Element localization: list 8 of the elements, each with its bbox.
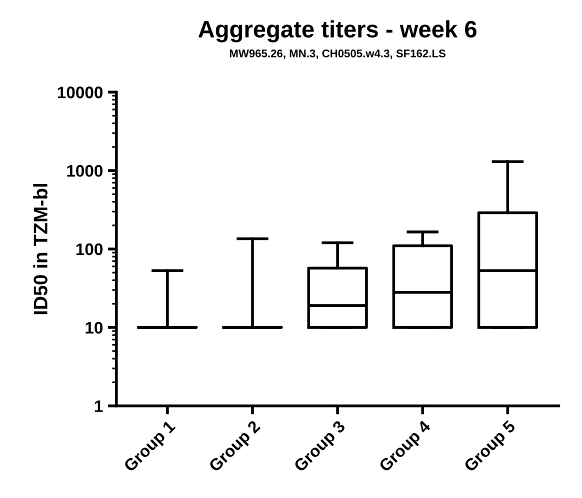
y-tick-label: 100 [76,243,103,256]
chart-subtitle: MW965.26, MN.3, CH0505.w4.3, SF162.LS [230,50,446,59]
y-tick-label: 1000 [67,164,103,177]
y-tick-label: 10000 [58,86,103,98]
y-tick-label: 1 [94,400,103,412]
y-axis-title: ID50 in TZM-bl [33,184,48,314]
y-tick-label: 10 [86,322,103,334]
chart-title: Aggregate titers - week 6 [198,20,476,42]
